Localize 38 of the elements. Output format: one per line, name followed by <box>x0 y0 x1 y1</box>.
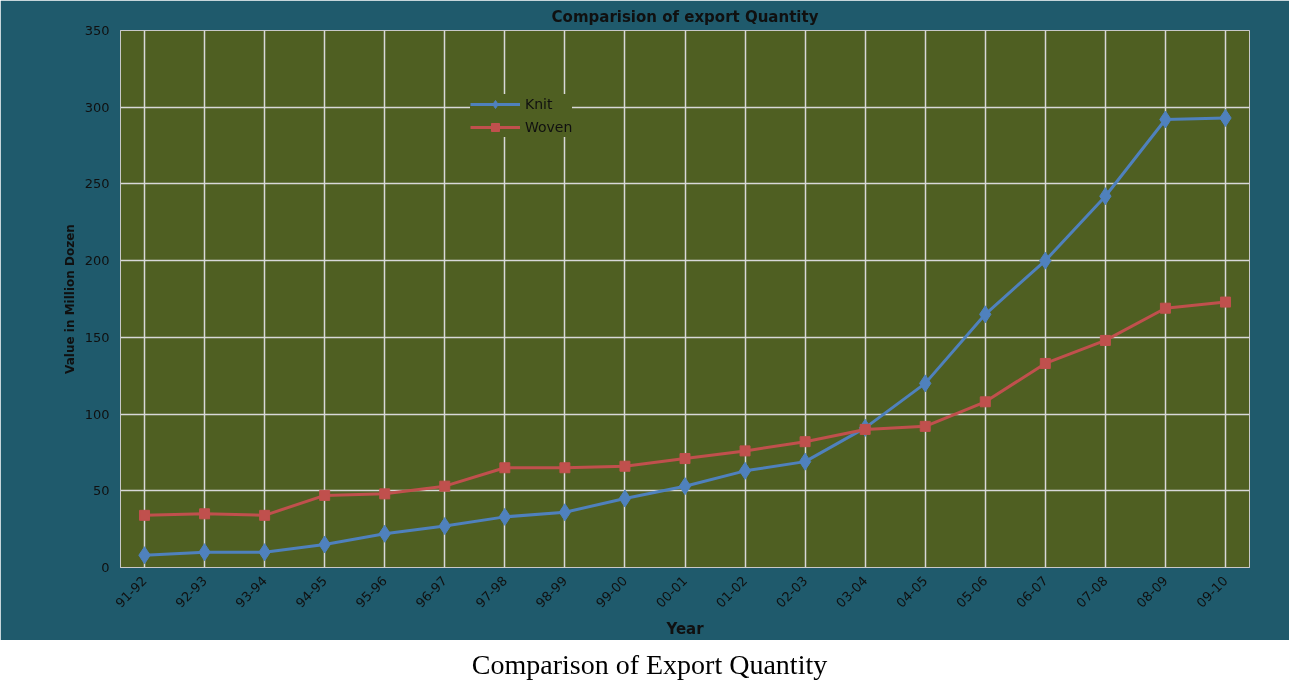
point <box>798 452 812 471</box>
point <box>319 489 331 501</box>
legend-label: Knit <box>525 96 553 112</box>
point <box>679 453 691 465</box>
point <box>619 460 631 472</box>
point <box>618 489 632 508</box>
point <box>1039 357 1051 369</box>
y-tick-label: 200 <box>84 253 110 269</box>
y-tick-label: 100 <box>84 406 110 422</box>
point <box>498 507 512 526</box>
chart-title: Comparision of export Quantity <box>551 7 819 26</box>
x-axis-title: Year <box>665 619 705 638</box>
y-axis-title: Value in Million Dozen <box>62 224 77 374</box>
point <box>139 509 151 521</box>
point <box>199 508 211 520</box>
legend-label: Woven <box>525 119 573 135</box>
point <box>678 477 692 496</box>
point <box>919 420 931 432</box>
point <box>379 488 391 500</box>
y-tick-label: 50 <box>92 483 110 499</box>
y-tick-label: 300 <box>84 99 110 115</box>
point <box>738 461 752 480</box>
point <box>439 480 451 492</box>
point <box>499 462 511 474</box>
y-tick-label: 0 <box>101 560 110 575</box>
point <box>259 509 271 521</box>
point <box>739 445 751 457</box>
point <box>1099 334 1111 346</box>
y-tick-label: 350 <box>84 23 110 38</box>
point <box>558 503 572 522</box>
y-tick-label: 250 <box>84 176 110 192</box>
point <box>559 462 571 474</box>
point <box>1159 302 1171 314</box>
point <box>1219 296 1231 308</box>
point <box>979 396 991 408</box>
point <box>799 436 811 448</box>
y-tick-label: 150 <box>84 329 110 345</box>
text: Comparison of Export Quantity <box>471 648 828 682</box>
